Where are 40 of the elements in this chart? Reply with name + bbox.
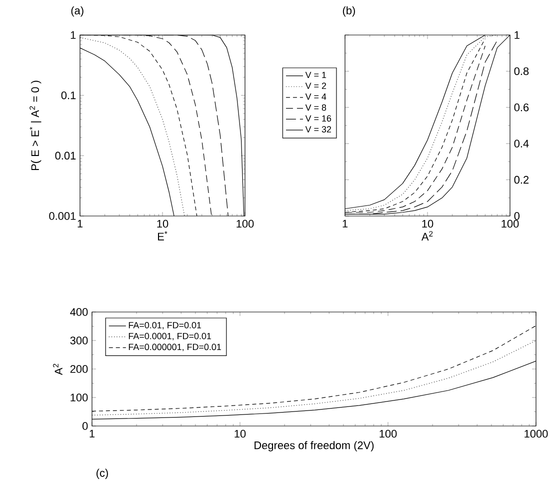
y-tick-label: 100 xyxy=(70,394,88,402)
y-axis-title: P( E > E$^{*}$ | A$^{2}$ = 0 ) xyxy=(30,80,42,170)
legend-label: FA=0.01, FD=0.01 xyxy=(128,322,202,330)
y-tick-label: 1 xyxy=(70,31,76,39)
y-tick-label: 1 xyxy=(514,31,520,39)
legend-label: V = 4 xyxy=(305,94,326,100)
text: (a) xyxy=(71,6,84,17)
y-tick-label: 200 xyxy=(70,365,88,373)
x-tick-label: 10 xyxy=(234,430,246,438)
y-tick-label: 0.001 xyxy=(49,212,76,220)
legend-label: FA=0.000001, FD=0.01 xyxy=(128,344,221,352)
y-tick-label: 0.01 xyxy=(55,152,76,160)
legend-label: V = 16 xyxy=(305,115,332,122)
legend-label: V = 1 xyxy=(305,72,326,78)
y-tick-label: 400 xyxy=(70,308,88,316)
x-axis-title: Degrees of freedom (2V) xyxy=(254,441,374,452)
x-tick-label: 100 xyxy=(236,220,254,228)
legend-label: V = 8 xyxy=(305,104,326,111)
text: (b) xyxy=(342,6,355,17)
x-axis-title: A$^{2}$ xyxy=(421,231,433,240)
x-tick-label: 1 xyxy=(342,220,348,228)
y-tick-label: 300 xyxy=(70,336,88,344)
legend-label: V = 2 xyxy=(305,82,326,89)
x-tick-label: 100 xyxy=(380,430,397,438)
y-tick-label: 0 xyxy=(82,422,88,430)
y-tick-label: 0.2 xyxy=(514,176,529,184)
legend-label: V = 32 xyxy=(305,126,332,132)
y-axis-title: A$^{2}$ xyxy=(53,364,62,376)
text: (c) xyxy=(96,468,108,479)
x-tick-label: 10 xyxy=(157,220,168,228)
x-axis-title: E$^{*}$ xyxy=(158,231,168,240)
x-tick-label: 1000 xyxy=(524,430,548,438)
y-tick-label: 0 xyxy=(514,212,520,220)
x-tick-label: 10 xyxy=(422,220,434,228)
y-tick-label: 0.8 xyxy=(514,67,529,76)
y-tick-label: 0.4 xyxy=(514,140,529,148)
y-tick-label: 0.6 xyxy=(514,104,529,112)
x-tick-label: 1 xyxy=(90,430,95,438)
legend-label: FA=0.0001, FD=0.01 xyxy=(128,332,211,340)
y-tick-label: 0.1 xyxy=(61,91,76,100)
